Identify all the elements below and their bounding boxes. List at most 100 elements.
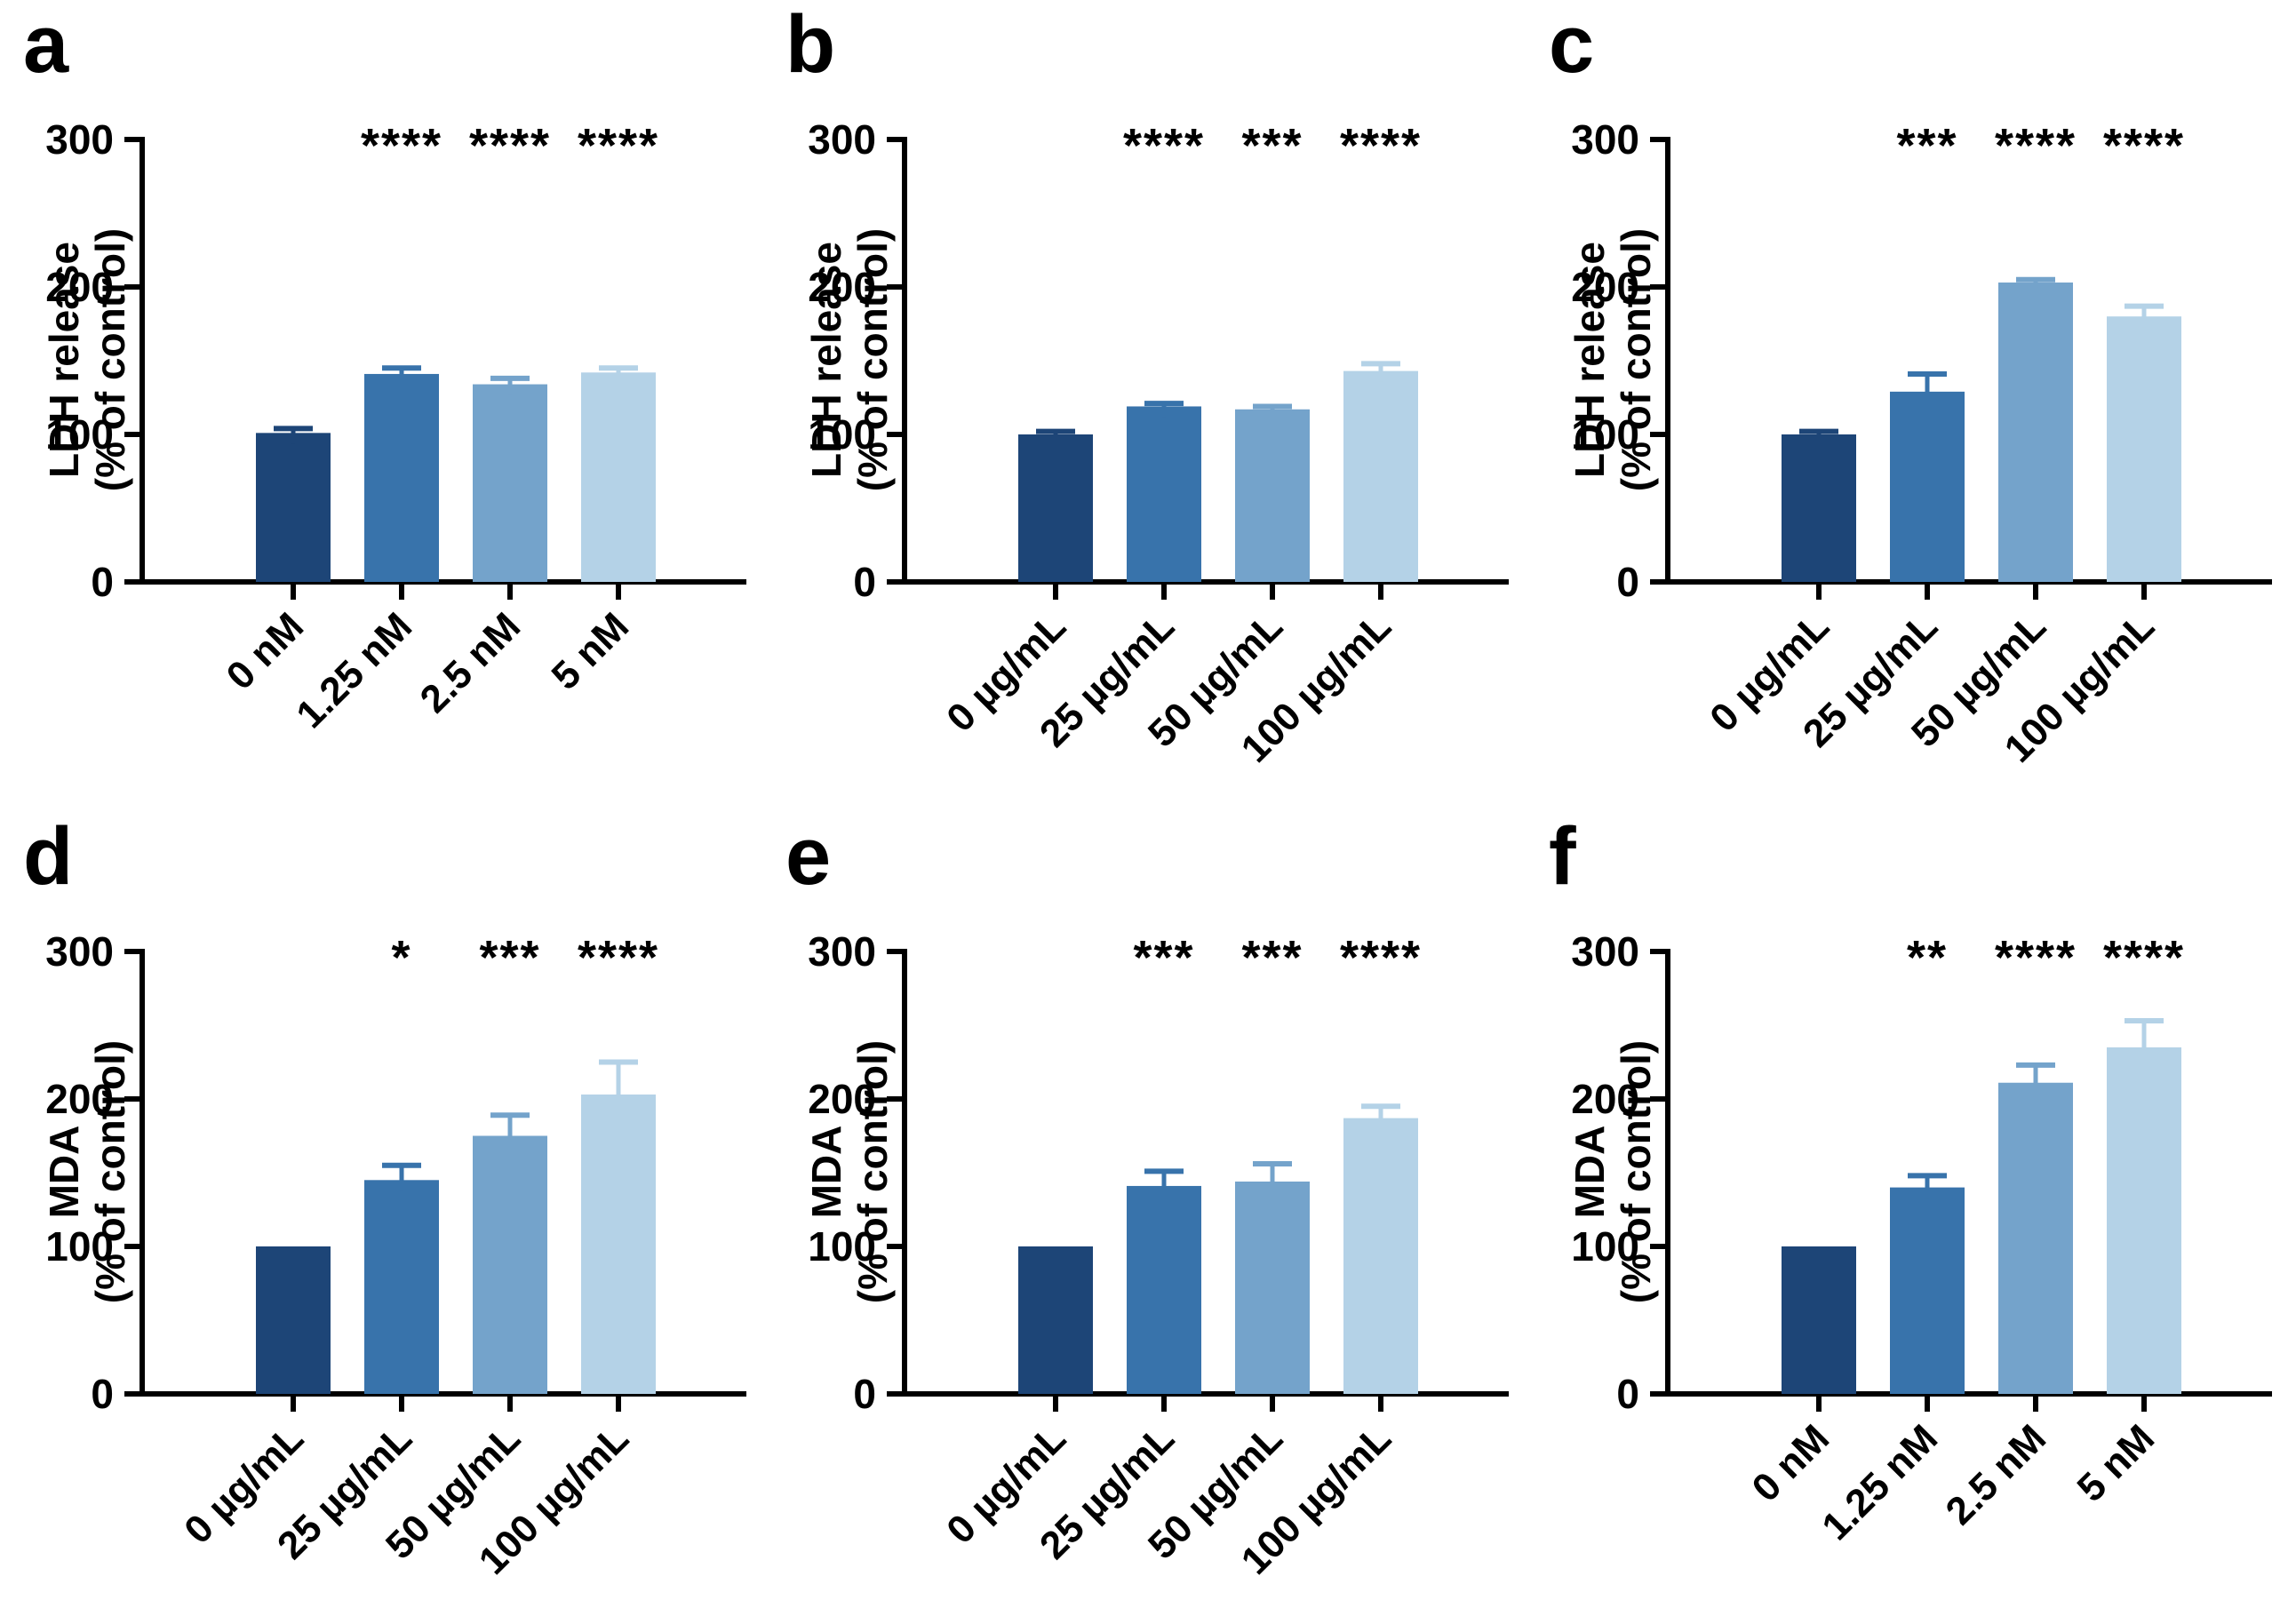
y-tick-label: 200: [1571, 264, 1639, 310]
y-axis-label-line1: MDA: [41, 1126, 87, 1219]
y-tick-label: 0: [1616, 1371, 1639, 1417]
y-tick-label: 100: [808, 411, 876, 458]
bar: [256, 433, 331, 582]
y-axis-label-line2: (% of control): [87, 1040, 133, 1303]
y-tick-label: 300: [45, 116, 114, 163]
y-tick-label: 0: [853, 1371, 876, 1417]
bar: [473, 1135, 547, 1394]
panel-a: a 0 100 200 300 LDH release (% of control) 0 n…: [0, 0, 762, 812]
significance-stars: *: [391, 931, 411, 984]
bar-chart-f: 0 100 200 300 MDA (% of control) 0 nM ** 1.25 nM…: [1526, 812, 2288, 1624]
significance-stars: ***: [1241, 931, 1303, 984]
y-tick-label: 100: [45, 1223, 114, 1270]
bar: [581, 372, 656, 582]
y-axis-label-line1: LDH release: [803, 242, 849, 478]
bar: [364, 373, 439, 582]
bar: [2107, 1047, 2181, 1394]
significance-stars: ****: [1340, 119, 1422, 172]
y-tick-label: 0: [1616, 559, 1639, 605]
bar: [1018, 434, 1093, 582]
significance-stars: ****: [2103, 119, 2185, 172]
y-tick-label: 300: [808, 928, 876, 975]
bar-chart-e: 0 100 200 300 MDA (% of control) 0 µg/mL *** 25 …: [762, 812, 1525, 1624]
bar: [1018, 1246, 1093, 1394]
panel-letter-a: a: [23, 0, 69, 90]
y-axis-label-line2: (% of control): [1613, 1040, 1659, 1303]
bar-chart-b: 0 100 200 300 LDH release (% of control) 0 µg/…: [762, 0, 1525, 812]
bar: [364, 1180, 439, 1394]
panel-letter-b: b: [785, 0, 836, 90]
bar: [1343, 1118, 1418, 1394]
y-axis-label-line1: MDA: [803, 1126, 849, 1219]
y-axis-label-line1: LDH release: [41, 242, 87, 478]
y-tick-label: 100: [45, 411, 114, 458]
bar: [1890, 1187, 1965, 1394]
y-tick-label: 200: [45, 264, 114, 310]
y-tick-label: 200: [808, 1076, 876, 1122]
significance-stars: ***: [1241, 119, 1303, 172]
y-tick-label: 0: [91, 559, 114, 605]
bar: [1998, 1082, 2073, 1394]
bar-chart-svg: 0 100 200 300 LDH release (% of control) 0 nM *…: [41, 116, 746, 736]
bar-chart-svg: 0 100 200 300 MDA (% of control) 0 nM ** 1.25 nM…: [1567, 928, 2272, 1548]
significance-stars: ****: [1995, 931, 2077, 984]
bar: [473, 384, 547, 582]
significance-stars: ****: [469, 119, 551, 172]
significance-stars: ***: [1896, 119, 1957, 172]
bar: [1343, 370, 1418, 582]
bar: [1890, 391, 1965, 582]
x-tick-label: 5 nM: [2069, 1416, 2164, 1510]
y-axis-label-line2: (% of control): [849, 228, 896, 491]
panel-letter-c: c: [1549, 0, 1595, 90]
bar: [1235, 1181, 1310, 1394]
y-axis-label-line2: (% of control): [849, 1040, 896, 1303]
y-tick-label: 300: [1571, 928, 1639, 975]
y-axis-label-line2: (% of control): [87, 228, 133, 491]
bar: [2107, 316, 2181, 582]
x-tick-label: 0 nM: [219, 604, 313, 698]
y-tick-label: 0: [853, 559, 876, 605]
y-tick-label: 200: [1571, 1076, 1639, 1122]
y-tick-label: 0: [91, 1371, 114, 1417]
significance-stars: ****: [361, 119, 442, 172]
significance-stars: ****: [1340, 931, 1422, 984]
significance-stars: **: [1907, 931, 1948, 984]
panel-letter-e: e: [785, 811, 832, 902]
x-tick-label: 1.25 nM: [288, 604, 420, 736]
y-tick-label: 200: [45, 1076, 114, 1122]
y-tick-label: 300: [1571, 116, 1639, 163]
bar: [1782, 434, 1856, 582]
y-axis-label-line2: (% of control): [1613, 228, 1659, 491]
panel-letter-f: f: [1549, 811, 1576, 902]
bar: [1998, 283, 2073, 582]
y-tick-label: 300: [808, 116, 876, 163]
panel-letter-d: d: [23, 811, 74, 902]
bar: [1127, 1185, 1201, 1394]
panel-e: e 0 100 200 300 MDA (% of control) 0 µg/mL *** 2…: [762, 812, 1525, 1624]
y-tick-label: 100: [1571, 1223, 1639, 1270]
bar-chart-d: 0 100 200 300 MDA (% of control) 0 µg/mL * 25 µg…: [0, 812, 762, 1624]
x-tick-label: 1.25 nM: [1814, 1416, 1946, 1548]
significance-stars: ****: [578, 119, 659, 172]
y-tick-label: 100: [808, 1223, 876, 1270]
significance-stars: ****: [1123, 119, 1205, 172]
bar-chart-a: 0 100 200 300 LDH release (% of control) 0 nM *…: [0, 0, 762, 812]
x-tick-label: 2.5 nM: [412, 604, 529, 720]
bar: [256, 1246, 331, 1394]
panel-c: c 0 100 200 300 LDH release (% of control) 0 µ…: [1526, 0, 2288, 812]
significance-stars: ***: [1133, 931, 1194, 984]
y-axis-label-line1: MDA: [1567, 1126, 1613, 1219]
significance-stars: ****: [2103, 931, 2185, 984]
panel-f: f 0 100 200 300 MDA (% of control) 0 nM ** 1.25 …: [1526, 812, 2288, 1624]
bar: [1235, 409, 1310, 582]
bar: [1127, 406, 1201, 582]
bar: [581, 1095, 656, 1394]
x-tick-label: 5 nM: [544, 604, 638, 698]
significance-stars: ***: [479, 931, 540, 984]
y-tick-label: 200: [808, 264, 876, 310]
